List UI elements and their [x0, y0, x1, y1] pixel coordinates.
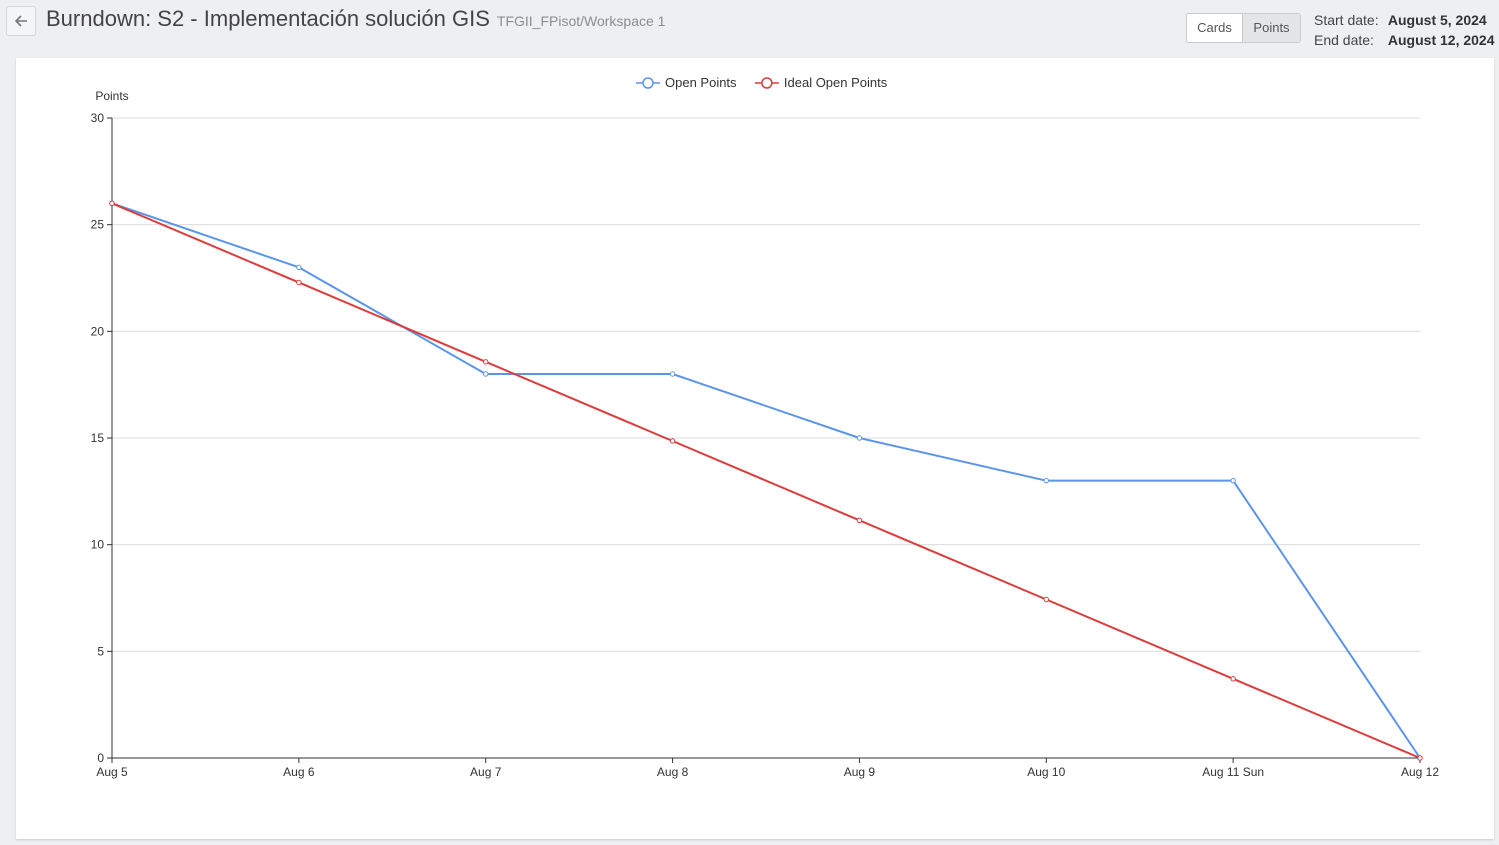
burndown-chart: 0 5 10 15 20 25 30 Points Aug 5 Aug 6 Aug 7 Aug 8 Au…	[91, 75, 1440, 779]
legend-marker-1	[761, 77, 773, 89]
burndown-chart-card: 0 5 10 15 20 25 30 Points Aug 5 Aug 6 Aug 7 Aug 8 Au…	[16, 58, 1494, 839]
end-date-label: End date:	[1314, 32, 1374, 48]
data-point	[1043, 596, 1049, 603]
data-point	[296, 264, 302, 271]
y-tick-label: 5	[97, 644, 104, 658]
y-tick-label: 20	[91, 324, 105, 338]
page-title: Burndown: S2 - Implementación solución G…	[46, 6, 490, 31]
series-line-1	[111, 202, 1421, 759]
data-point	[483, 371, 489, 377]
back-button[interactable]	[6, 6, 36, 36]
data-point	[669, 438, 676, 444]
x-tick-label: Aug 6	[283, 765, 315, 779]
data-point	[856, 435, 863, 441]
x-tick-label: Aug 8	[657, 765, 689, 779]
end-date-value: August 12, 2024	[1387, 32, 1495, 48]
legend-label-0: Open Points	[665, 75, 737, 90]
x-tick-label: Aug 10	[1027, 765, 1065, 779]
x-tick-label: Aug 5	[96, 765, 128, 779]
data-point	[1417, 755, 1423, 761]
data-point	[296, 279, 302, 286]
y-tick-label: 30	[91, 111, 105, 125]
y-tick-label: 0	[97, 751, 104, 765]
data-point	[1043, 477, 1049, 484]
cards-toggle-button[interactable]: Cards	[1187, 14, 1243, 42]
start-date-value: August 5, 2024	[1387, 12, 1487, 28]
y-tick-label: 10	[91, 538, 105, 552]
sprint-dates: Start date: August 5, 2024 End date: Aug…	[1314, 10, 1495, 50]
x-tick-label: Aug 9	[844, 765, 876, 779]
points-toggle-button[interactable]: Points	[1243, 14, 1300, 42]
data-point	[109, 200, 115, 207]
legend-marker-0	[642, 77, 654, 89]
y-tick-label: 15	[91, 431, 105, 445]
start-date-label: Start date:	[1314, 12, 1379, 28]
x-tick-label: Aug 12	[1401, 765, 1439, 779]
arrow-left-icon	[14, 15, 27, 27]
workspace-path: TFGII_FPisot/Workspace 1	[496, 13, 666, 29]
data-point	[1230, 477, 1236, 484]
data-point	[669, 371, 676, 377]
data-point	[1230, 676, 1236, 682]
y-axis-label: Points	[95, 89, 128, 103]
unit-toggle: Cards Points	[1186, 13, 1301, 43]
data-point	[856, 517, 863, 524]
x-tick-label: Aug 7	[470, 765, 502, 779]
x-tick-label: Aug 11 Sun	[1202, 765, 1264, 779]
series-line-0	[111, 202, 1421, 759]
data-point	[483, 359, 489, 365]
y-tick-label: 25	[91, 218, 105, 232]
title-row: Burndown: S2 - Implementación solución G…	[46, 6, 665, 32]
legend-label-1: Ideal Open Points	[784, 75, 888, 90]
